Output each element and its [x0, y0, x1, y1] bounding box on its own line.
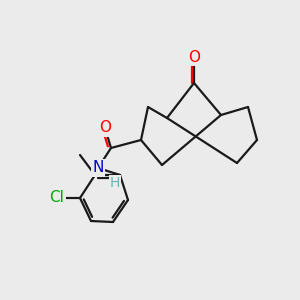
Text: H: H — [110, 176, 120, 190]
Text: O: O — [188, 50, 200, 64]
Text: O: O — [99, 121, 111, 136]
Text: Cl: Cl — [50, 190, 64, 206]
Text: N: N — [92, 160, 104, 175]
